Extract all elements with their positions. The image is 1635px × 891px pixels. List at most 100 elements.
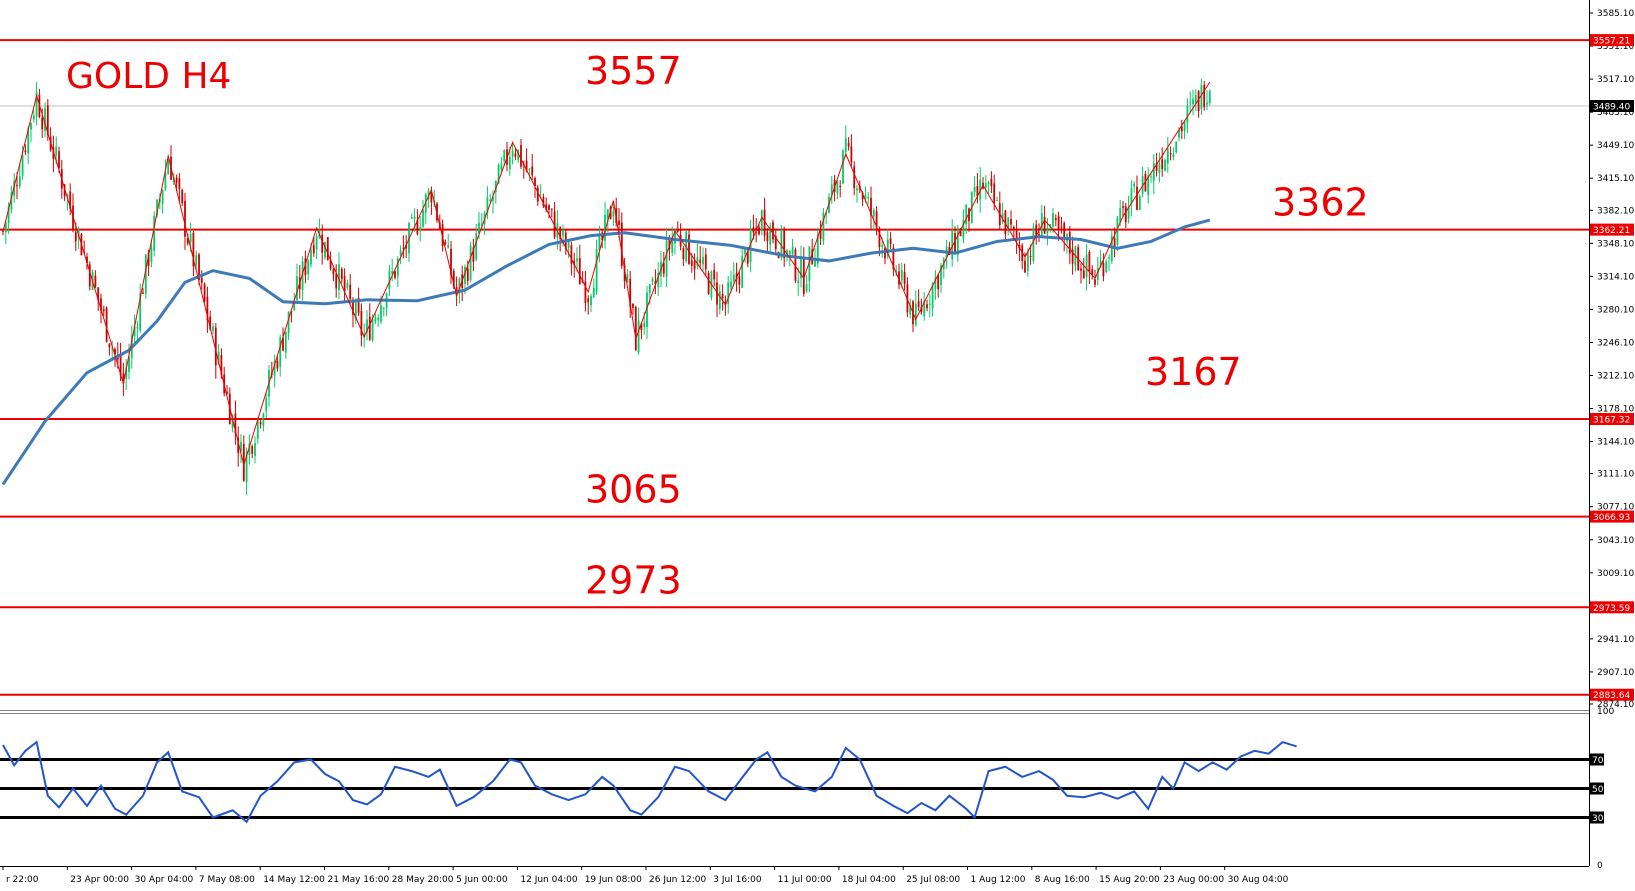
price-tick-label: 3077.10 <box>1597 503 1634 513</box>
chart-title: GOLD H4 <box>66 56 231 97</box>
candle-body <box>189 233 192 243</box>
level-tag-label: 3066.93 <box>1593 513 1630 523</box>
candle-body <box>1108 257 1110 259</box>
level-annotation: 3557 <box>585 49 682 93</box>
candle-body <box>301 261 304 290</box>
candle-body <box>550 208 553 210</box>
horizontal-levels <box>0 39 1589 696</box>
candle-body <box>1164 160 1166 171</box>
candle-body <box>892 247 895 270</box>
candle-body <box>1200 85 1203 109</box>
candle-body <box>774 235 777 250</box>
candle-body <box>198 254 200 281</box>
candle-body <box>688 234 690 264</box>
candle-body <box>254 443 256 457</box>
candle-body <box>878 228 881 248</box>
candle-body <box>1004 210 1007 234</box>
candle-body <box>287 311 290 334</box>
candle-body <box>889 238 892 244</box>
price-tick-label: 3212.10 <box>1597 372 1634 382</box>
price-tick-label: 3280.10 <box>1597 305 1634 315</box>
candle-body <box>517 149 520 161</box>
candle-body <box>562 229 564 236</box>
candle-body <box>164 171 167 190</box>
candle-body <box>122 373 125 384</box>
candle-body <box>422 209 424 227</box>
candle-body <box>69 191 72 209</box>
candle-body <box>870 197 872 216</box>
price-tick-label: 3043.10 <box>1597 536 1634 546</box>
candle-body <box>413 217 416 220</box>
candle-body <box>643 323 646 328</box>
candle-body <box>595 248 598 293</box>
candle-body <box>156 199 158 216</box>
candle-body <box>1124 206 1127 223</box>
candle-body <box>102 309 105 312</box>
candle-body <box>1172 154 1175 158</box>
candle-body <box>640 323 643 331</box>
candle-body <box>74 232 77 242</box>
candle-body <box>1049 224 1052 228</box>
rsi-axis-min: 0 <box>1597 861 1603 871</box>
level-annotation: 3065 <box>585 468 682 512</box>
candle-body <box>696 256 699 267</box>
candle-body <box>133 326 136 337</box>
candle-body <box>1116 218 1119 245</box>
candle-body <box>1183 121 1186 131</box>
candle-body <box>315 236 318 250</box>
candle-body <box>32 115 35 120</box>
candle-body <box>1197 90 1200 112</box>
time-tick-label: 23 Aug 00:00 <box>1163 875 1224 885</box>
candle-body <box>1096 268 1099 280</box>
candle-body <box>648 284 651 293</box>
candle-body <box>704 254 707 270</box>
candle-body <box>531 166 534 176</box>
candle-body <box>984 183 987 188</box>
candle-body <box>713 269 716 280</box>
candle-body <box>231 415 234 429</box>
candle-body <box>612 211 615 217</box>
level-tag-label: 2883.64 <box>1593 691 1630 701</box>
candle-body <box>830 184 833 195</box>
candle-body <box>940 265 942 286</box>
candle-body <box>368 316 371 340</box>
time-tick-label: 18 Jul 04:00 <box>842 875 896 885</box>
candle-body <box>629 278 632 307</box>
candle-body <box>1071 249 1074 264</box>
rsi-level-lines <box>0 758 1589 819</box>
candle-body <box>536 187 539 202</box>
candle-body <box>576 258 578 262</box>
candle-body <box>214 327 217 366</box>
candle-body <box>693 261 696 270</box>
candle-body <box>226 391 228 394</box>
price-tick-label: 3517.10 <box>1597 75 1634 85</box>
candle-body <box>956 230 959 255</box>
candle-body <box>1091 269 1094 275</box>
candle-body <box>716 282 718 305</box>
candle-body <box>872 210 875 217</box>
candle-body <box>175 177 178 183</box>
candle-body <box>920 306 923 313</box>
level-tag <box>1590 510 1634 523</box>
candle-body <box>181 189 184 204</box>
candle-body <box>282 337 284 351</box>
candle-body <box>730 281 732 288</box>
candle-body <box>486 197 489 214</box>
candle-body <box>1178 129 1180 138</box>
candle-body <box>192 232 195 267</box>
candle-body <box>931 284 934 309</box>
candle-body <box>1085 254 1088 278</box>
candle-body <box>772 222 774 240</box>
candle-body <box>209 316 212 330</box>
candle-body <box>340 268 343 279</box>
candle-body <box>335 273 338 289</box>
candle-body <box>842 150 844 184</box>
price-tick-label: 2907.10 <box>1597 668 1634 678</box>
candle-body <box>573 260 576 266</box>
candle-body <box>746 250 749 264</box>
candle-body <box>1169 153 1172 155</box>
level-tag-label: 3362.21 <box>1593 226 1630 236</box>
candle-body <box>147 252 150 266</box>
candle-body <box>805 284 808 292</box>
candle-body <box>242 443 245 481</box>
